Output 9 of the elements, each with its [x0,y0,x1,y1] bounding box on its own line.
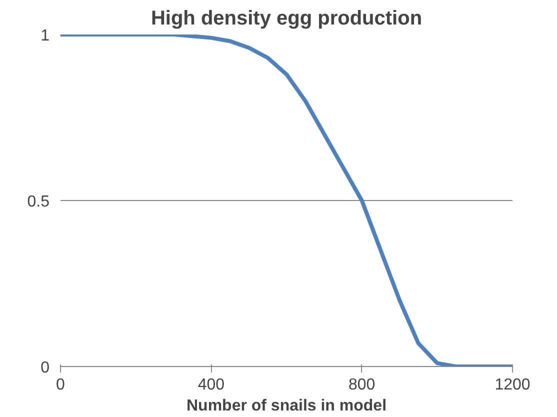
x-tick-label: 1200 [494,376,530,394]
y-tick-label: 0 [40,360,50,376]
x-tick-label: 400 [198,376,225,394]
x-axis-title: Number of snails in model [186,398,387,414]
x-tick-label: 0 [56,376,66,394]
x-tick-label: 800 [348,376,376,394]
y-tick-label: 0.5 [27,194,50,210]
chart-title: High density egg production [150,8,422,30]
y-tick-label: 1 [40,28,50,44]
